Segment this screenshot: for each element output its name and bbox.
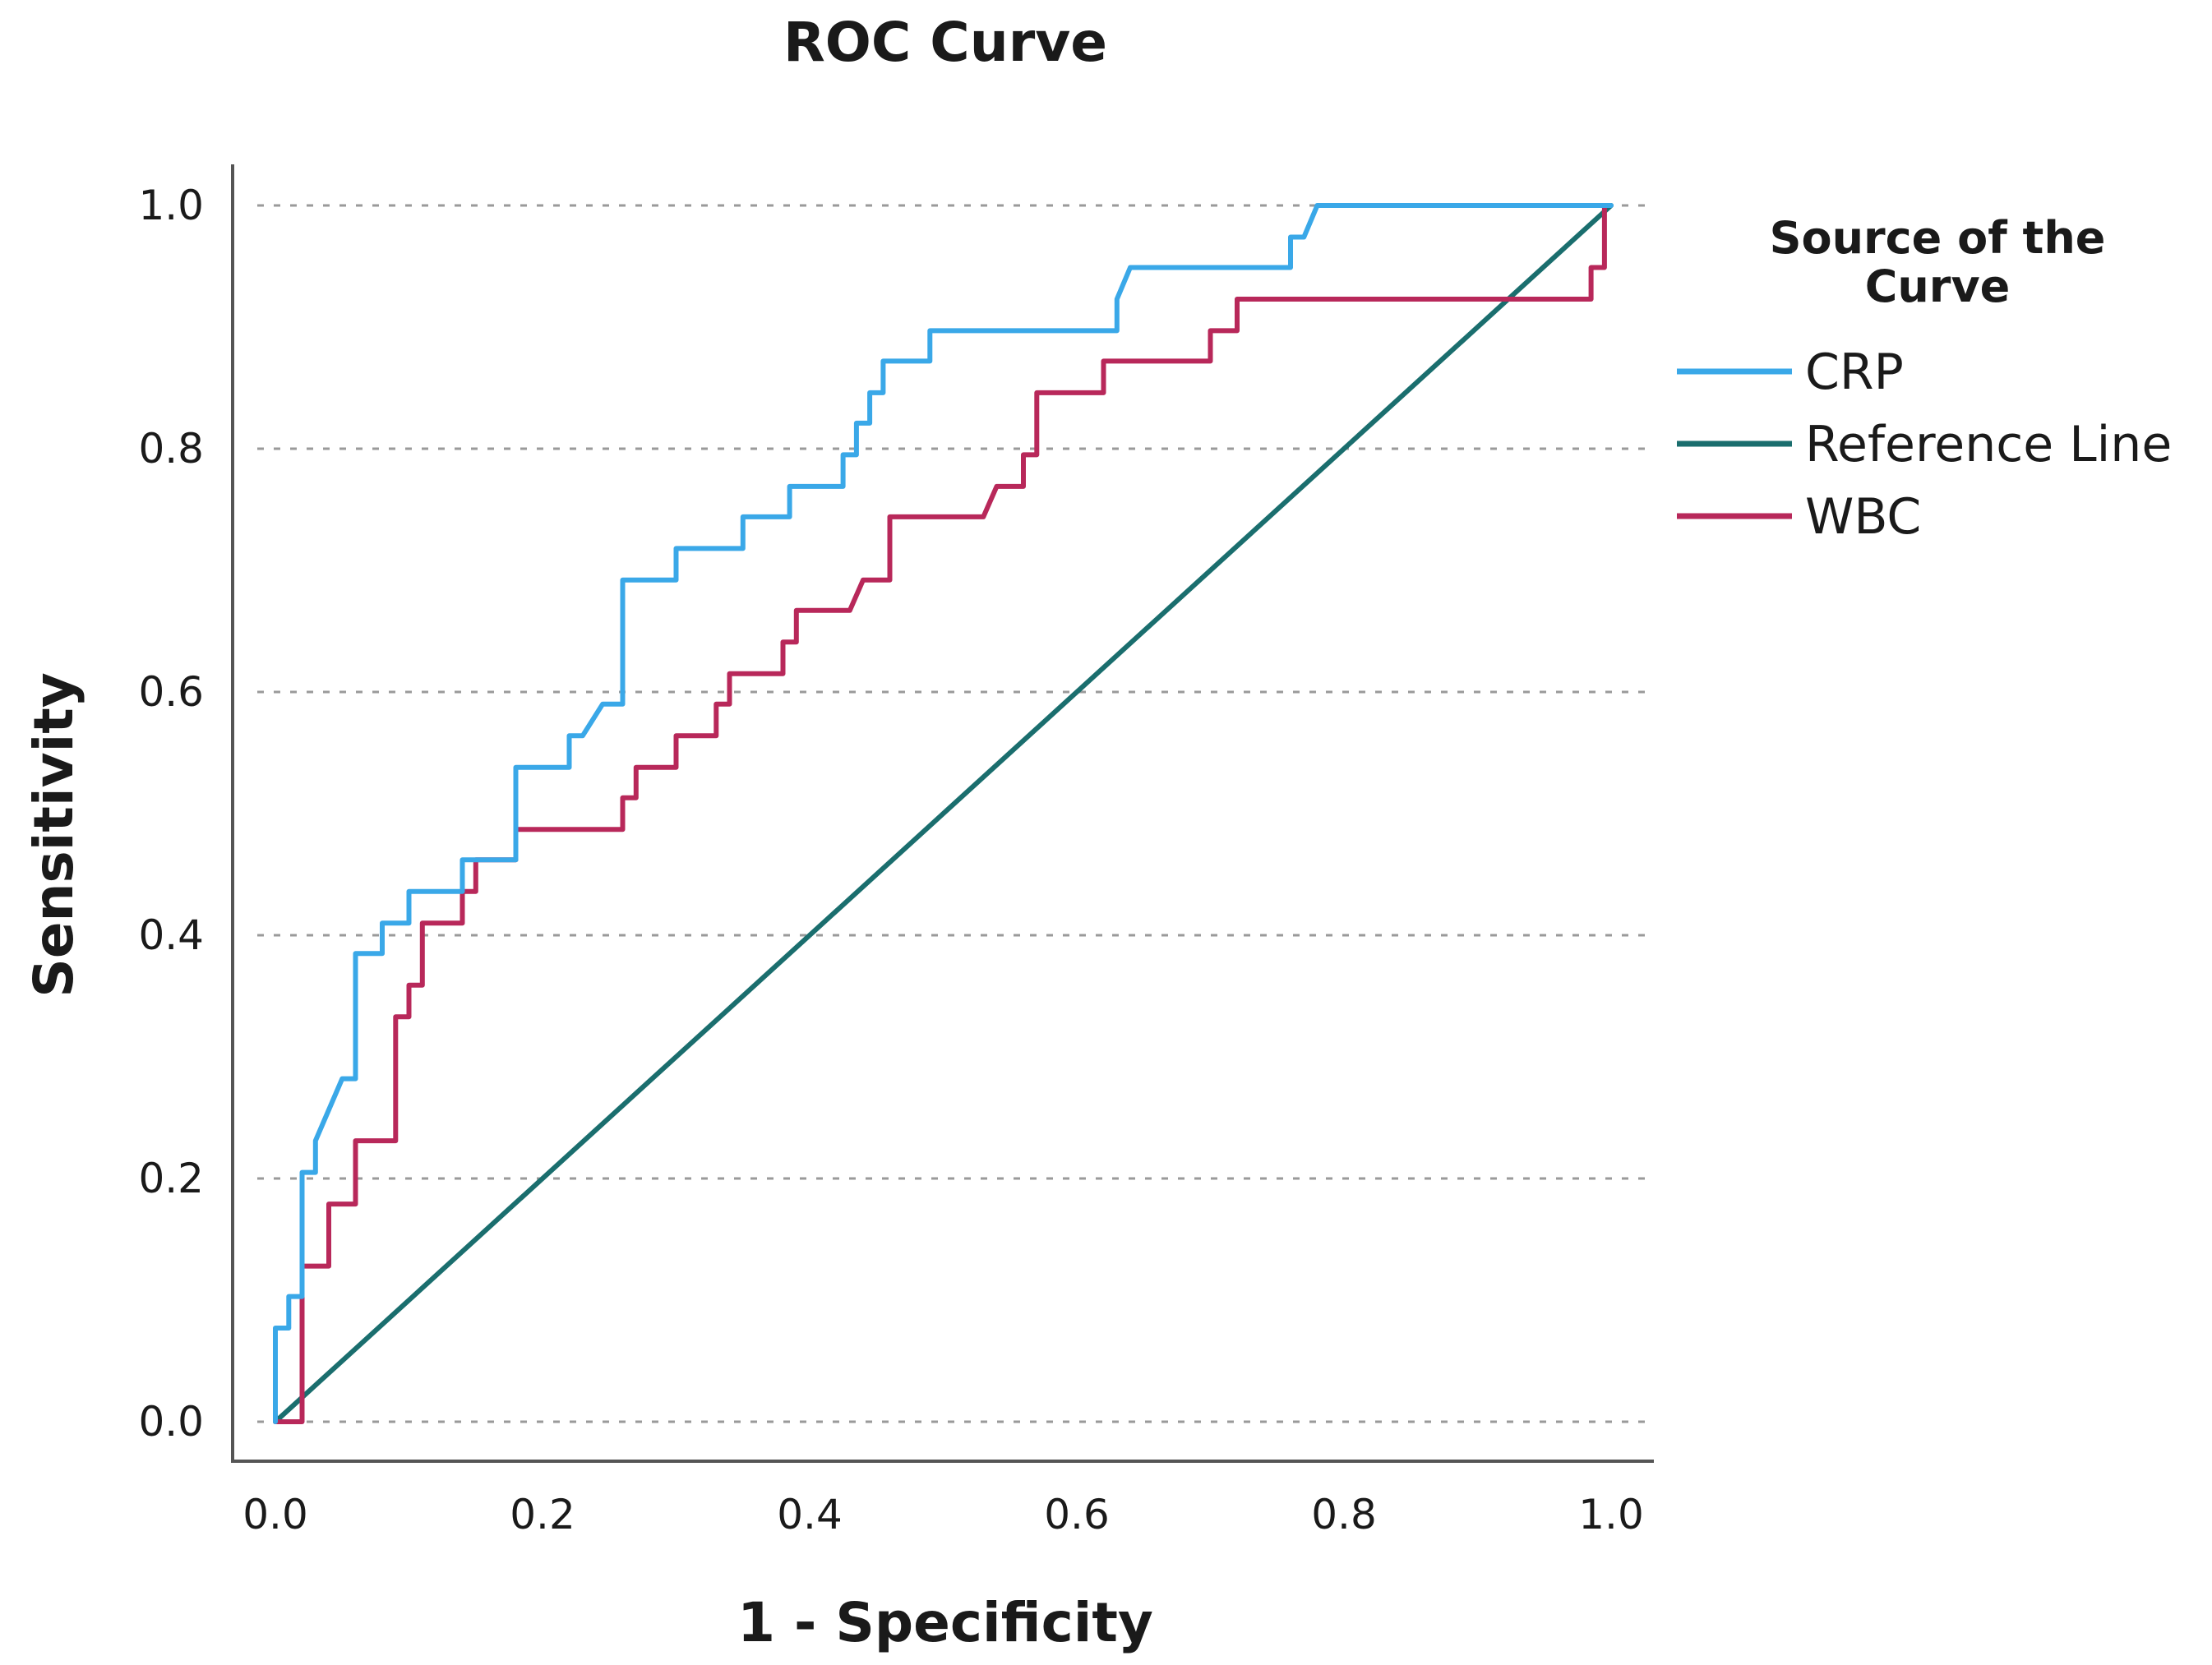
x-tick-label: 0.8 [1311, 1491, 1377, 1538]
x-tick-label: 1.0 [1578, 1491, 1644, 1538]
series-line-reference-line [275, 205, 1611, 1422]
y-tick-label: 0.4 [138, 911, 204, 959]
series-lines [275, 205, 1611, 1422]
y-axis-title: Sensitivity [22, 672, 85, 998]
y-tick-label: 0.2 [138, 1155, 204, 1202]
legend-label-crp: CRP [1805, 344, 1904, 401]
x-tick-label: 0.0 [242, 1491, 308, 1538]
x-axis-title: 1 - Specificity [737, 1591, 1153, 1654]
chart-title: ROC Curve [783, 11, 1107, 74]
y-tick-label: 1.0 [138, 182, 204, 229]
roc-chart: ROC Curve 0.0 0.2 0.4 0.6 0.8 1.0 0.0 0.2 0.4 0.6… [0, 0, 2212, 1665]
legend-items: CRP Reference Line WBC [1677, 344, 2172, 546]
y-tick-label: 0.0 [138, 1398, 204, 1446]
grid-lines [257, 205, 1654, 1422]
legend-label-reference-line: Reference Line [1805, 416, 2172, 473]
legend: Source of the Curve CRP Reference Line WBC [1677, 212, 2172, 546]
legend-label-wbc: WBC [1805, 488, 1921, 546]
x-tick-label: 0.6 [1044, 1491, 1110, 1538]
x-tick-label: 0.2 [510, 1491, 575, 1538]
x-tick-label: 0.4 [777, 1491, 843, 1538]
y-tick-label: 0.6 [138, 668, 204, 716]
legend-title-line-2: Curve [1865, 261, 2011, 312]
y-tick-label: 0.8 [138, 425, 204, 473]
legend-title-line-1: Source of the [1770, 212, 2106, 264]
